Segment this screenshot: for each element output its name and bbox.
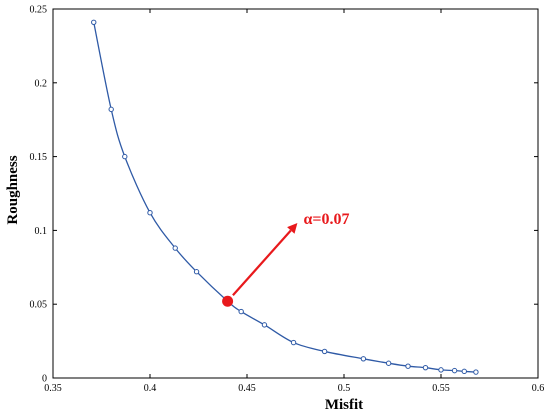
data-point [238,308,244,315]
x-axis-title: Misfit [325,397,363,413]
data-point [360,356,367,362]
data-point [122,153,128,160]
y-tick-label: 0.2 [35,78,48,89]
annotation-arrow [232,229,292,297]
series-line [93,22,476,373]
annotation-layer: α=0.07 [222,211,349,307]
data-point [290,339,297,346]
annotation-label: α=0.07 [303,211,349,228]
x-tick-label: 0.45 [238,383,256,394]
y-tick-label: 0 [42,374,47,385]
data-point [385,360,392,366]
data-point [473,369,479,375]
points-layer [91,19,479,375]
data-point [147,209,153,216]
x-tick-label: 0.35 [44,383,62,394]
data-point [405,363,411,369]
data-point [261,322,268,328]
x-tick-label: 0.5 [338,383,351,394]
series-layer [93,22,476,373]
data-point [193,269,200,275]
y-axis-title: Roughness [5,155,21,224]
axis-ticks: 0.35 0.4 0.45 0.5 0.55 0.6 0 0.05 0.1 0.15 0.2 0.25 [30,5,545,395]
y-tick-label: 0.1 [35,226,48,237]
data-point [422,364,429,371]
y-tick-label: 0.05 [30,300,48,311]
x-tick-label: 0.55 [432,383,450,394]
data-point [461,368,467,375]
data-point [108,106,114,113]
data-point [438,367,444,373]
data-point [451,367,458,374]
y-tick-label: 0.15 [30,152,48,163]
highlight-point [222,295,234,307]
x-tick-label: 0.6 [532,383,545,394]
y-tick-label: 0.25 [30,5,48,16]
plot-frame [52,8,539,379]
annotation-arrowhead [287,223,298,234]
data-point [321,348,328,355]
x-tick-label: 0.4 [144,383,157,394]
data-point [91,19,97,25]
data-point [172,245,178,251]
